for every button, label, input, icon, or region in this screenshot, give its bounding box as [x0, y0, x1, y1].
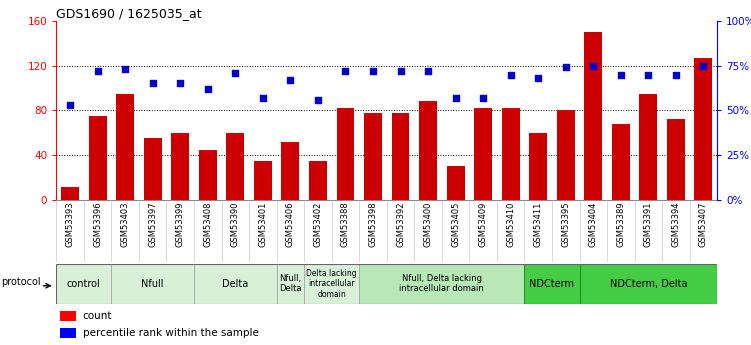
Text: GSM53406: GSM53406: [286, 201, 295, 247]
Text: GSM53407: GSM53407: [699, 201, 708, 247]
Text: NDCterm: NDCterm: [529, 279, 575, 289]
Text: GSM53394: GSM53394: [671, 201, 680, 247]
Text: GSM53388: GSM53388: [341, 201, 350, 247]
Bar: [61, 187, 79, 200]
Text: percentile rank within the sample: percentile rank within the sample: [83, 328, 258, 338]
Bar: [474, 108, 492, 200]
Text: GSM53404: GSM53404: [589, 201, 598, 247]
Point: [339, 68, 351, 74]
Bar: [529, 133, 547, 200]
Text: Delta: Delta: [222, 279, 249, 289]
Bar: [391, 113, 409, 200]
Text: control: control: [67, 279, 101, 289]
Point: [422, 68, 434, 74]
Point: [394, 68, 406, 74]
Point: [285, 77, 297, 83]
Bar: [556, 110, 575, 200]
Text: GSM53398: GSM53398: [369, 201, 378, 247]
Text: GSM53399: GSM53399: [176, 201, 185, 247]
Bar: [584, 32, 602, 200]
Bar: [304, 264, 359, 304]
Text: Nfull, Delta lacking
intracellular domain: Nfull, Delta lacking intracellular domai…: [400, 274, 484, 294]
Point: [146, 81, 158, 86]
Text: GSM53396: GSM53396: [93, 201, 102, 247]
Bar: [171, 133, 189, 200]
Text: GSM53405: GSM53405: [451, 201, 460, 247]
Text: count: count: [83, 311, 112, 321]
Bar: [336, 108, 354, 200]
Text: GSM53395: GSM53395: [561, 201, 570, 247]
Bar: [59, 328, 76, 338]
Text: GSM53408: GSM53408: [204, 201, 213, 247]
Bar: [89, 116, 107, 200]
Bar: [639, 93, 657, 200]
Bar: [612, 124, 630, 200]
Bar: [276, 264, 304, 304]
Bar: [667, 119, 685, 200]
Point: [505, 72, 517, 77]
Bar: [199, 150, 217, 200]
Text: Nfull,
Delta: Nfull, Delta: [279, 274, 302, 294]
Text: GSM53389: GSM53389: [617, 201, 626, 247]
Point: [532, 75, 544, 81]
Bar: [364, 113, 382, 200]
Text: GSM53411: GSM53411: [534, 201, 543, 247]
Point: [64, 102, 76, 108]
Bar: [309, 161, 327, 200]
Point: [92, 68, 104, 74]
Bar: [56, 264, 111, 304]
Bar: [695, 58, 713, 200]
Bar: [111, 264, 194, 304]
Text: GSM53403: GSM53403: [121, 201, 130, 247]
Point: [587, 63, 599, 68]
Bar: [447, 167, 465, 200]
Text: GSM53397: GSM53397: [148, 201, 157, 247]
Bar: [419, 101, 437, 200]
Text: GSM53390: GSM53390: [231, 201, 240, 247]
Bar: [524, 264, 580, 304]
Bar: [194, 264, 276, 304]
Text: GSM53410: GSM53410: [506, 201, 515, 247]
Bar: [116, 93, 134, 200]
Point: [559, 65, 572, 70]
Text: protocol: protocol: [1, 277, 41, 287]
Text: GSM53402: GSM53402: [313, 201, 322, 247]
Bar: [580, 264, 717, 304]
Text: Delta lacking
intracellular
domain: Delta lacking intracellular domain: [306, 269, 357, 299]
Point: [698, 63, 710, 68]
Bar: [59, 310, 76, 321]
Text: GSM53409: GSM53409: [478, 201, 487, 247]
Text: GSM53393: GSM53393: [65, 201, 74, 247]
Point: [615, 72, 627, 77]
Point: [670, 72, 682, 77]
Point: [642, 72, 654, 77]
Text: GDS1690 / 1625035_at: GDS1690 / 1625035_at: [56, 7, 202, 20]
Bar: [502, 108, 520, 200]
Point: [119, 66, 131, 72]
Text: NDCterm, Delta: NDCterm, Delta: [610, 279, 687, 289]
Text: GSM53391: GSM53391: [644, 201, 653, 247]
Bar: [359, 264, 524, 304]
Point: [450, 95, 462, 101]
Bar: [143, 138, 161, 200]
Point: [202, 86, 214, 92]
Point: [367, 68, 379, 74]
Bar: [226, 133, 244, 200]
Text: GSM53392: GSM53392: [396, 201, 405, 247]
Bar: [254, 161, 272, 200]
Point: [174, 81, 186, 86]
Point: [312, 97, 324, 102]
Point: [257, 95, 269, 101]
Text: GSM53400: GSM53400: [424, 201, 433, 247]
Point: [229, 70, 241, 76]
Bar: [282, 142, 300, 200]
Text: GSM53401: GSM53401: [258, 201, 267, 247]
Text: Nfull: Nfull: [141, 279, 164, 289]
Point: [477, 95, 489, 101]
